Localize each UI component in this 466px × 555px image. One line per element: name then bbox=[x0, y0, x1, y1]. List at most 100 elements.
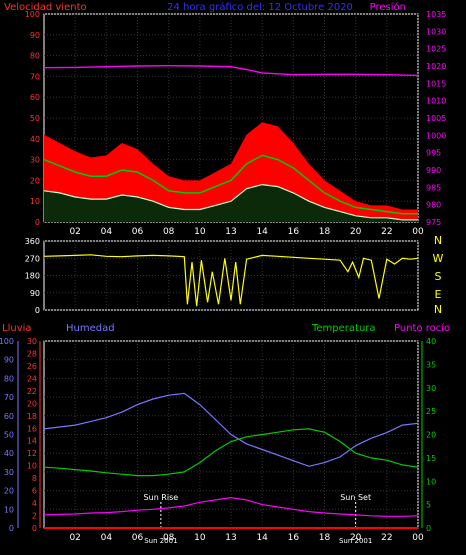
humidity-tick-label: 10 bbox=[4, 505, 14, 514]
compass-label: N bbox=[434, 234, 442, 247]
direction-tick-label: 270 bbox=[25, 254, 40, 263]
x-tick-label: 18 bbox=[319, 227, 331, 237]
direction-tick-label: 0 bbox=[35, 306, 40, 315]
wind-pressure-panel: 02 04 06 08 10 13 14 16 18 20 22 000102030405060708… bbox=[25, 10, 447, 237]
wind-min-line bbox=[43, 183, 418, 221]
temp-tick-label: 30 bbox=[426, 384, 436, 393]
compass-label: S bbox=[435, 270, 442, 283]
x-tick-label: 04 bbox=[101, 227, 113, 237]
temp-tick-label: 25 bbox=[426, 407, 436, 416]
temp-tick-label: 5 bbox=[426, 501, 431, 510]
humidity-tick-label: 90 bbox=[4, 356, 14, 365]
rain-tick-label: 28 bbox=[27, 349, 37, 358]
x-tick-label: 06 bbox=[132, 533, 144, 543]
humidity-tick-label: 80 bbox=[4, 374, 14, 383]
x-tick-label: 16 bbox=[288, 533, 300, 543]
temp-tick-label: 35 bbox=[426, 360, 436, 369]
chart-title: 24 hora gráfico del: 12 Octubre 2020 bbox=[167, 1, 353, 13]
right-tick-label: 1025 bbox=[426, 45, 446, 54]
temp-tick-label: 40 bbox=[426, 337, 436, 346]
right-tick-label: 990 bbox=[426, 166, 441, 175]
rain-tick-label: 20 bbox=[27, 399, 37, 408]
compass-label: W bbox=[433, 252, 444, 265]
humidity-tick-label: 100 bbox=[0, 337, 14, 346]
temp-tick-label: 10 bbox=[426, 477, 436, 486]
x-tick-label: 16 bbox=[288, 227, 300, 237]
rain-tick-label: 24 bbox=[27, 374, 37, 383]
x-tick-label: 08 bbox=[163, 533, 175, 543]
humidity-tick-label: 20 bbox=[4, 487, 14, 496]
humidity-tick-label: 30 bbox=[4, 468, 14, 477]
temp-humidity-panel: 02 04 06 08 10 13 14 16 18 20 22 000102030405060708… bbox=[0, 337, 436, 545]
left-tick-label: 90 bbox=[30, 31, 40, 40]
right-tick-label: 1030 bbox=[426, 27, 446, 36]
x-tick-label: 02 bbox=[69, 533, 80, 543]
humidity-tick-label: 60 bbox=[4, 412, 14, 421]
temp-tick-label: 20 bbox=[426, 431, 436, 440]
right-tick-label: 980 bbox=[426, 201, 441, 210]
x-tick-label: 02 bbox=[69, 227, 80, 237]
left-tick-label: 30 bbox=[30, 156, 40, 165]
rain-tick-label: 4 bbox=[32, 499, 37, 508]
rain-tick-label: 14 bbox=[27, 437, 37, 446]
temp-tick-label: 0 bbox=[426, 524, 431, 533]
x-tick-label: 20 bbox=[350, 227, 362, 237]
sunset-time-label: Sun 2001 bbox=[339, 537, 372, 545]
x-tick-label: 10 bbox=[194, 227, 206, 237]
direction-tick-label: 90 bbox=[30, 289, 40, 298]
sunrise-time-label: Sun 2001 bbox=[144, 537, 177, 545]
rain-tick-label: 18 bbox=[27, 412, 37, 421]
dewpoint-label: Punto rocío bbox=[394, 322, 450, 334]
dewpoint-line bbox=[43, 496, 419, 517]
pressure-label: Presión bbox=[370, 1, 406, 13]
humidity-tick-label: 40 bbox=[4, 449, 14, 458]
rain-tick-label: 22 bbox=[27, 387, 37, 396]
temperature-line bbox=[43, 428, 419, 477]
right-tick-label: 985 bbox=[426, 183, 441, 192]
left-tick-label: 60 bbox=[30, 93, 40, 102]
humidity-tick-label: 70 bbox=[4, 393, 14, 402]
right-tick-label: 1015 bbox=[426, 79, 446, 88]
left-tick-label: 70 bbox=[30, 72, 40, 81]
x-tick-label: 06 bbox=[132, 227, 144, 237]
wind-speed-label: Velocidad viento bbox=[4, 2, 87, 13]
left-tick-label: 40 bbox=[30, 135, 40, 144]
x-tick-label: 18 bbox=[319, 533, 331, 543]
left-tick-label: 80 bbox=[30, 52, 40, 61]
right-tick-label: 1020 bbox=[426, 62, 446, 71]
wind-speed-line bbox=[43, 154, 418, 215]
rain-tick-label: 6 bbox=[32, 487, 37, 496]
right-tick-label: 1010 bbox=[426, 97, 446, 106]
x-tick-label: 14 bbox=[256, 227, 268, 237]
x-tick-label: 20 bbox=[350, 533, 362, 543]
left-tick-label: 0 bbox=[35, 218, 40, 227]
temperature-label: Temperatura bbox=[311, 323, 376, 334]
right-tick-label: 975 bbox=[426, 218, 441, 227]
sunrise-label: Sun Rise bbox=[144, 493, 179, 502]
wind-direction-line bbox=[43, 254, 419, 307]
x-tick-label: 13 bbox=[225, 533, 236, 543]
x-tick-label: 22 bbox=[381, 227, 392, 237]
x-tick-label: 08 bbox=[163, 227, 175, 237]
min-area bbox=[44, 184, 418, 222]
rain-tick-label: 2 bbox=[32, 512, 37, 521]
left-tick-label: 100 bbox=[25, 10, 40, 19]
compass-label: E bbox=[435, 288, 442, 301]
humidity-label: Humedad bbox=[66, 323, 115, 334]
x-tick-label: 10 bbox=[194, 533, 206, 543]
left-tick-label: 50 bbox=[30, 114, 40, 123]
rain-tick-label: 12 bbox=[27, 449, 37, 458]
temp-tick-label: 15 bbox=[426, 454, 436, 463]
x-tick-label: 13 bbox=[225, 227, 236, 237]
left-tick-label: 20 bbox=[30, 176, 40, 185]
rain-tick-label: 10 bbox=[27, 462, 37, 471]
direction-tick-label: 360 bbox=[25, 237, 40, 246]
right-tick-label: 1005 bbox=[426, 114, 446, 123]
humidity-tick-label: 0 bbox=[9, 524, 14, 533]
right-tick-label: 1000 bbox=[426, 131, 446, 140]
compass-label: N bbox=[434, 303, 442, 316]
rain-tick-label: 16 bbox=[27, 424, 37, 433]
right-tick-label: 1035 bbox=[426, 10, 446, 19]
right-tick-label: 995 bbox=[426, 149, 441, 158]
